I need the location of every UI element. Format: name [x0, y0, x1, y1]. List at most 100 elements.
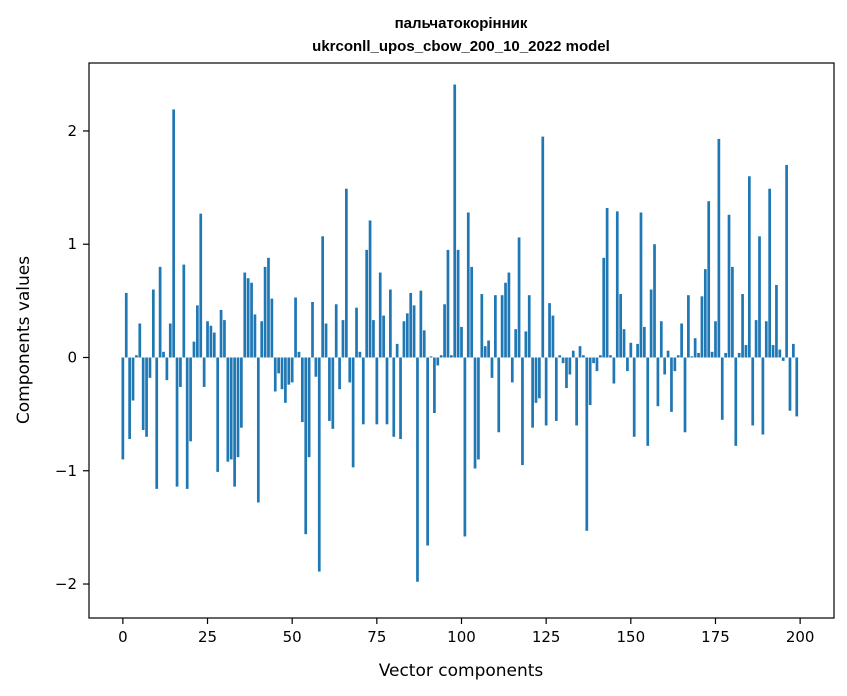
x-tick-label: 50 [283, 628, 302, 646]
bar-144 [609, 355, 612, 358]
bar-173 [707, 201, 711, 358]
bar-16 [175, 357, 179, 487]
x-tick-label: 100 [447, 628, 476, 646]
bar-136 [582, 355, 585, 358]
bar-186 [751, 357, 755, 426]
bar-71 [361, 357, 365, 425]
bar-171 [700, 296, 704, 358]
bar-128 [554, 357, 558, 421]
y-axis-label: Components values [14, 256, 34, 424]
bar-121 [531, 357, 534, 428]
bar-147 [619, 294, 623, 358]
bar-179 [727, 214, 731, 358]
bar-99 [456, 249, 460, 358]
bar-10 [155, 357, 159, 489]
bar-170 [697, 352, 700, 358]
bar-series [121, 84, 799, 582]
bar-47 [280, 357, 284, 390]
bar-122 [534, 357, 538, 403]
bar-162 [670, 357, 673, 412]
bar-148 [622, 329, 626, 358]
bar-40 [256, 357, 260, 503]
x-axis: 0 25 50 75 100 125 150 175 200 [118, 618, 814, 646]
bar-17 [179, 357, 182, 387]
bar-172 [703, 269, 707, 358]
bar-32 [229, 357, 233, 460]
bar-84 [405, 313, 409, 358]
x-tick-label: 150 [616, 628, 645, 646]
bar-166 [683, 357, 687, 433]
bar-82 [399, 357, 402, 440]
bar-75 [375, 357, 379, 425]
bar-182 [737, 352, 741, 358]
bar-196 [785, 164, 788, 358]
bar-183 [741, 294, 744, 358]
bar-90 [426, 357, 429, 546]
bar-117 [517, 237, 521, 358]
bar-134 [575, 357, 578, 426]
bar-93 [436, 357, 440, 366]
bar-44 [270, 298, 274, 358]
bar-159 [659, 321, 663, 358]
bar-96 [446, 249, 450, 358]
bar-181 [734, 357, 738, 446]
bar-9 [151, 289, 155, 358]
bar-143 [605, 207, 609, 358]
bar-23 [199, 213, 203, 358]
bar-150 [629, 342, 633, 358]
bar-139 [592, 357, 595, 364]
bar-178 [724, 352, 727, 358]
bar-102 [466, 212, 470, 358]
bar-43 [267, 257, 270, 358]
bar-127 [551, 315, 555, 358]
bar-199 [795, 357, 799, 417]
bar-35 [240, 357, 243, 428]
bar-109 [490, 357, 494, 378]
y-tick-label: 2 [67, 122, 77, 140]
bar-68 [351, 357, 355, 468]
bar-19 [185, 357, 189, 489]
bar-131 [565, 357, 568, 389]
bar-151 [632, 357, 636, 437]
bar-185 [747, 176, 751, 358]
bar-5 [138, 323, 142, 358]
bar-6 [141, 357, 145, 430]
bar-97 [449, 355, 453, 358]
bar-18 [182, 264, 186, 358]
bar-11 [158, 266, 162, 358]
bar-124 [541, 136, 545, 358]
bar-59 [321, 236, 325, 358]
bar-2 [128, 357, 131, 440]
bar-87 [416, 357, 419, 582]
bar-188 [758, 236, 761, 358]
bar-4 [135, 355, 138, 358]
y-tick-label: 1 [67, 235, 77, 253]
bar-61 [328, 357, 331, 421]
bar-123 [538, 357, 541, 399]
bar-135 [578, 346, 582, 358]
bar-137 [585, 357, 589, 531]
bar-191 [768, 188, 772, 358]
bar-95 [443, 304, 446, 358]
bar-115 [510, 357, 514, 383]
bar-76 [378, 272, 382, 358]
bar-85 [409, 292, 413, 358]
bar-160 [663, 357, 667, 375]
bar-41 [260, 321, 264, 358]
bar-88 [419, 290, 423, 358]
bar-83 [402, 321, 406, 358]
bar-33 [233, 357, 236, 487]
bar-164 [676, 355, 680, 358]
bar-142 [602, 257, 606, 358]
bar-120 [527, 295, 531, 358]
bar-74 [372, 320, 375, 358]
bar-138 [588, 357, 592, 406]
bar-140 [595, 357, 599, 372]
bar-156 [649, 289, 653, 358]
bar-34 [236, 357, 240, 458]
bar-3 [131, 357, 135, 401]
bar-51 [294, 297, 297, 358]
bar-42 [263, 266, 267, 358]
bar-15 [172, 109, 176, 358]
bar-50 [290, 357, 294, 383]
